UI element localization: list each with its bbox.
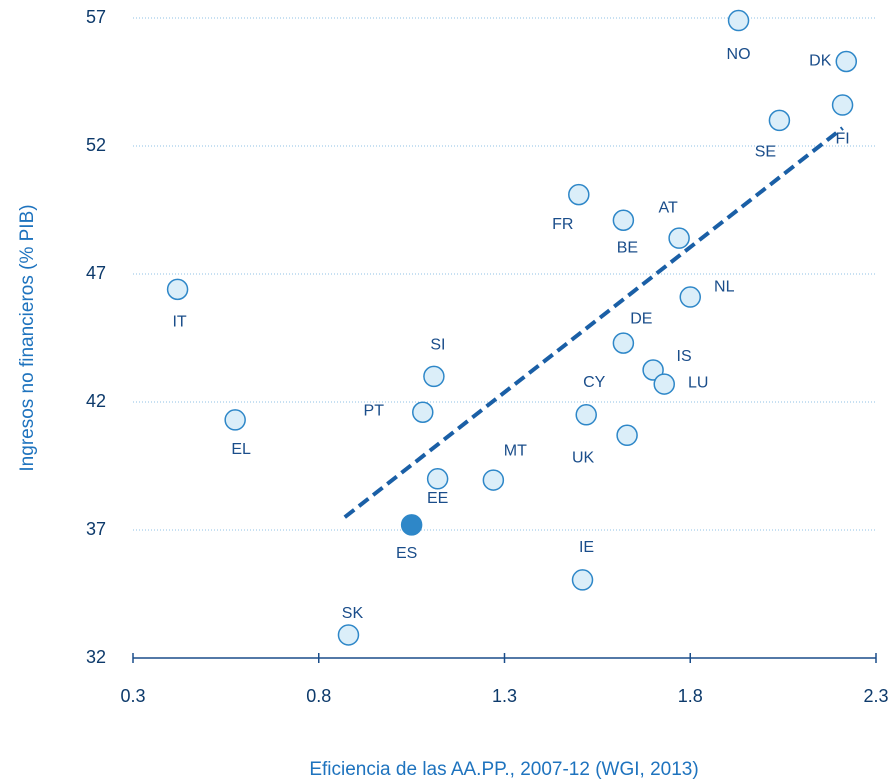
point-label: PT: [364, 402, 385, 419]
trend-line: [343, 126, 844, 519]
point-label: FI: [835, 130, 849, 147]
point: [400, 514, 423, 536]
y-tick-label: 32: [86, 647, 106, 667]
point: [568, 183, 590, 206]
x-axis-title: Eficiencia de las AA.PP., 2007-12 (WGI, …: [309, 759, 698, 780]
y-tick-label: 42: [86, 391, 106, 411]
point: [768, 109, 791, 132]
x-tick-label: 0.3: [120, 686, 145, 706]
point-label: NL: [714, 278, 735, 295]
point-label: CY: [583, 374, 606, 391]
point: [426, 468, 449, 490]
point: [616, 424, 638, 447]
y-tick-label: 47: [86, 263, 106, 283]
point-label: MT: [504, 442, 527, 459]
point-label: SI: [430, 337, 445, 354]
x-tick-label: 0.8: [306, 686, 331, 706]
point-label: DK: [809, 53, 832, 70]
y-tick-label: 52: [86, 135, 106, 155]
point-label: BE: [617, 239, 638, 256]
point: [668, 227, 690, 249]
point-label: UK: [572, 449, 595, 466]
point: [571, 569, 594, 591]
point: [423, 365, 445, 388]
point: [166, 278, 189, 301]
point: [831, 94, 854, 116]
y-axis-title: Ingresos no financieros (% PIB): [17, 204, 38, 471]
point-label: IS: [677, 348, 692, 365]
point: [337, 624, 360, 646]
point: [575, 404, 597, 426]
point: [679, 286, 701, 308]
point-label: EL: [231, 441, 251, 458]
point: [482, 469, 505, 491]
point-label: LU: [688, 374, 708, 391]
point: [612, 332, 635, 354]
point: [642, 359, 664, 381]
point: [727, 9, 750, 32]
point-label: NO: [727, 46, 751, 63]
y-tick-label: 37: [86, 519, 106, 539]
point-label: SE: [755, 144, 776, 161]
point: [412, 401, 434, 423]
point-label: SK: [342, 605, 364, 622]
point-label: IE: [579, 539, 594, 556]
point-label: AT: [658, 199, 677, 216]
point: [612, 209, 635, 231]
point-label: IT: [172, 314, 186, 331]
point-label: FR: [552, 216, 573, 233]
point-label: ES: [396, 545, 417, 562]
point-label: DE: [630, 310, 652, 327]
x-tick-label: 2.3: [863, 686, 888, 706]
point: [835, 50, 858, 73]
x-tick-label: 1.3: [492, 686, 517, 706]
point: [653, 373, 675, 395]
x-tick-label: 1.8: [678, 686, 703, 706]
point: [224, 409, 246, 431]
y-tick-label: 57: [86, 7, 106, 27]
point-label: EE: [427, 490, 448, 507]
